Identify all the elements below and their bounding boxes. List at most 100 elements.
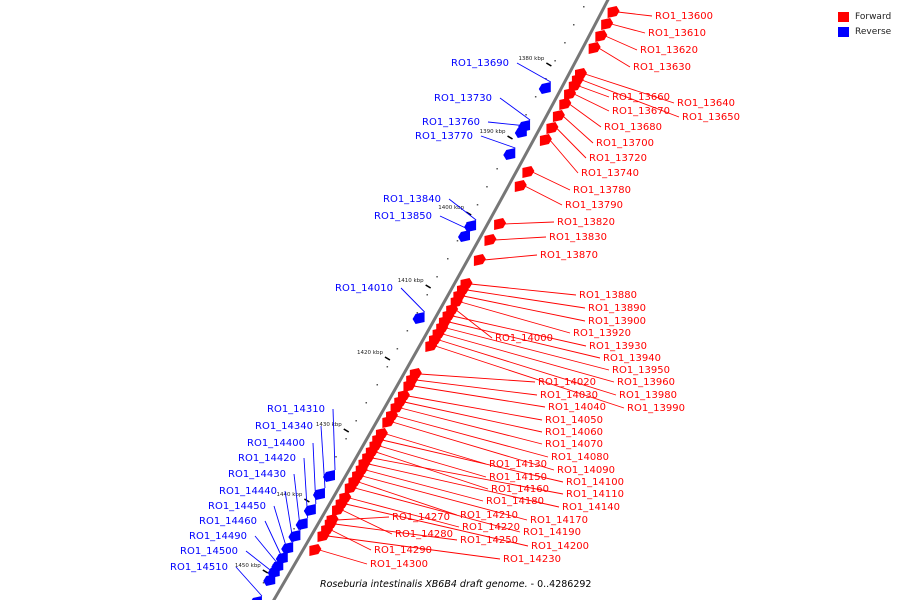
forward-gene-marker[interactable]: [588, 42, 601, 54]
reverse-gene-label: RO1_14500: [180, 546, 238, 557]
forward-gene-marker[interactable]: [595, 30, 608, 42]
minor-tick: [416, 312, 419, 314]
reverse-gene-label: RO1_13850: [374, 211, 432, 222]
gene-connector: [413, 385, 546, 408]
forward-gene-label: RO1_13940: [603, 353, 661, 364]
forward-gene-label: RO1_13630: [633, 62, 691, 73]
gene-connector: [455, 309, 493, 339]
tick-label: 1380 kbp: [518, 56, 544, 62]
reverse-gene-marker[interactable]: [295, 518, 308, 530]
gene-connector: [395, 415, 549, 458]
forward-gene-label: RO1_14160: [491, 484, 549, 495]
gene-connector: [349, 497, 460, 528]
reverse-gene-marker[interactable]: [538, 82, 551, 94]
gene-connector: [404, 401, 543, 433]
forward-gene-marker[interactable]: [514, 180, 527, 192]
reverse-gene-marker[interactable]: [288, 530, 301, 542]
minor-tick: [436, 276, 438, 278]
forward-gene-label: RO1_14050: [545, 415, 603, 426]
minor-tick: [355, 420, 357, 422]
gene-connector: [581, 79, 680, 118]
gene-connector: [480, 135, 516, 149]
forward-gene-label: RO1_13740: [581, 168, 639, 179]
minor-tick: [456, 240, 459, 242]
forward-gene-marker[interactable]: [317, 530, 330, 542]
forward-gene-marker[interactable]: [559, 98, 572, 110]
forward-gene-label: RO1_14180: [486, 496, 544, 507]
reverse-gene-marker[interactable]: [464, 220, 477, 232]
reverse-gene-marker[interactable]: [303, 504, 316, 516]
tick-mark: [425, 284, 432, 289]
forward-gene-marker[interactable]: [539, 134, 552, 146]
forward-gene-marker[interactable]: [546, 122, 559, 134]
minor-tick: [386, 366, 389, 368]
tick-label: 1420 kbp: [357, 350, 383, 356]
legend-item-reverse: Reverse: [838, 24, 891, 39]
forward-gene-label: RO1_14130: [489, 459, 547, 470]
forward-gene-marker[interactable]: [601, 18, 614, 30]
gene-connector: [448, 198, 477, 221]
forward-gene-label: RO1_13600: [655, 11, 713, 22]
gene-connector: [556, 127, 587, 159]
forward-gene-label: RO1_14000: [495, 333, 553, 344]
gene-connector: [463, 295, 586, 322]
reverse-gene-marker[interactable]: [457, 230, 470, 242]
reverse-gene-marker[interactable]: [275, 552, 288, 564]
sequence-range: - 0..4286292: [527, 579, 592, 590]
forward-gene-label: RO1_14300: [370, 559, 428, 570]
forward-gene-marker[interactable]: [332, 504, 345, 516]
legend: Forward Reverse: [838, 9, 891, 39]
reverse-gene-label: RO1_14450: [208, 501, 266, 512]
gene-connector: [303, 457, 309, 519]
forward-gene-marker[interactable]: [564, 88, 577, 100]
forward-gene-marker[interactable]: [344, 482, 357, 494]
forward-gene-label: RO1_13640: [677, 98, 735, 109]
reverse-gene-marker[interactable]: [250, 596, 262, 600]
reverse-gene-marker[interactable]: [267, 566, 280, 578]
forward-gene-marker[interactable]: [484, 234, 497, 246]
minor-tick: [554, 60, 556, 62]
forward-gene-marker[interactable]: [522, 166, 535, 178]
forward-gene-marker[interactable]: [309, 544, 322, 556]
forward-gene-marker[interactable]: [494, 218, 507, 230]
forward-gene-marker[interactable]: [382, 416, 395, 428]
minor-tick: [564, 42, 566, 44]
forward-gene-label: RO1_14230: [503, 554, 561, 565]
forward-gene-label: RO1_13960: [617, 377, 675, 388]
forward-gene-label: RO1_14100: [566, 477, 624, 488]
gene-connector: [578, 85, 610, 98]
reverse-gene-marker[interactable]: [281, 542, 294, 554]
reverse-gene-marker[interactable]: [263, 574, 276, 586]
gene-connector: [334, 523, 458, 541]
gene-connector: [499, 97, 531, 121]
forward-gene-marker[interactable]: [607, 6, 620, 18]
gene-connector: [532, 171, 571, 191]
reverse-gene-marker[interactable]: [412, 312, 425, 324]
forward-gene-label: RO1_13920: [573, 328, 631, 339]
forward-gene-label: RO1_14090: [557, 465, 615, 476]
gene-connector: [336, 516, 390, 521]
gene-connector: [264, 520, 284, 561]
minor-tick: [447, 258, 449, 260]
forward-gene-marker[interactable]: [473, 254, 486, 266]
forward-gene-label: RO1_13660: [612, 92, 670, 103]
reverse-gene-label: RO1_13730: [434, 93, 492, 104]
reverse-gene-marker[interactable]: [514, 126, 527, 138]
forward-gene-marker[interactable]: [552, 110, 565, 122]
reverse-gene-marker[interactable]: [323, 470, 336, 482]
forward-gene-marker[interactable]: [403, 380, 416, 392]
gene-connector: [598, 47, 631, 68]
gene-connector: [368, 463, 560, 508]
reverse-gene-label: RO1_13760: [422, 117, 480, 128]
legend-swatch-reverse: [838, 26, 849, 37]
reverse-gene-label: RO1_14460: [199, 516, 257, 527]
gene-connector: [466, 289, 586, 309]
minor-tick: [572, 24, 575, 26]
forward-gene-marker[interactable]: [425, 340, 438, 352]
gene-connector: [460, 301, 571, 334]
reverse-genes-layer: RO1_13690 RO1_13730 RO1_13760 RO1_13770 RO1_…: [170, 58, 552, 600]
reverse-gene-label: RO1_14010: [335, 283, 393, 294]
tick-label: 1400 kbp: [438, 205, 464, 211]
reverse-gene-marker[interactable]: [503, 148, 516, 160]
gene-connector: [416, 379, 538, 396]
